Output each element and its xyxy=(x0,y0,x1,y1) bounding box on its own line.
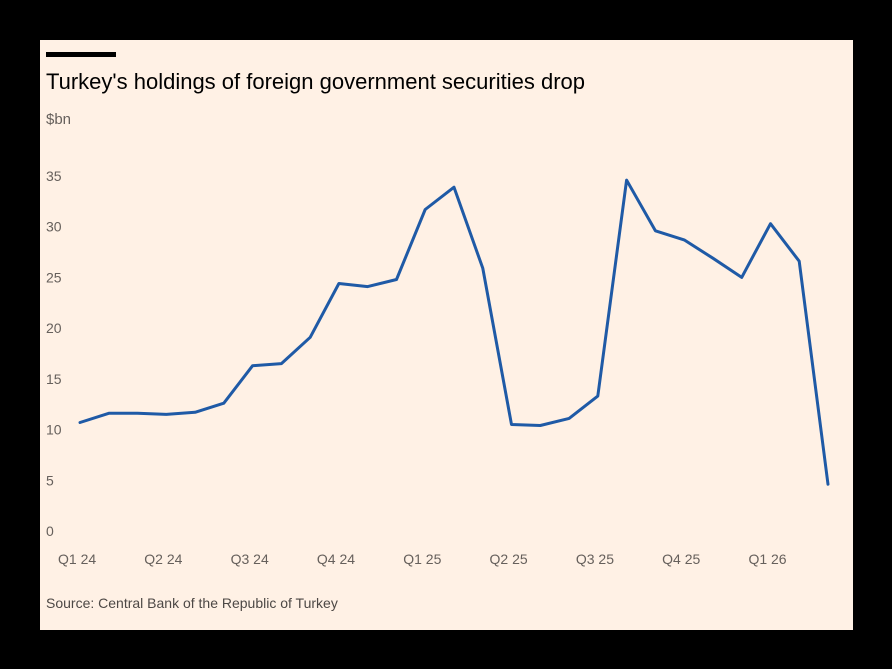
x-tick-label: Q1 24 xyxy=(58,551,96,567)
y-tick-label: 10 xyxy=(46,422,62,438)
x-tick-label: Q2 25 xyxy=(490,551,528,567)
x-tick-label: Q2 24 xyxy=(144,551,182,567)
chart-card: Turkey's holdings of foreign government … xyxy=(40,40,853,630)
series-line-0 xyxy=(78,178,830,486)
x-tick-label: Q4 24 xyxy=(317,551,355,567)
chart-title: Turkey's holdings of foreign government … xyxy=(46,69,585,94)
y-axis-unit-label: $bn xyxy=(46,111,72,128)
y-tick-label: 30 xyxy=(46,219,62,235)
y-axis-ticks: 0 5 10 15 20 25 30 35 xyxy=(46,168,62,539)
y-tick-label: 35 xyxy=(46,168,62,184)
line-chart: 0 5 10 15 20 25 30 35 Q1 24 Q2 24 Q3 24 Q4 24 Q1 25… xyxy=(46,168,830,567)
x-tick-label: Q3 25 xyxy=(576,551,614,567)
header-rule xyxy=(46,52,116,57)
y-tick-label: 15 xyxy=(46,371,62,387)
y-tick-label: 0 xyxy=(46,523,54,539)
x-tick-label: Q4 25 xyxy=(662,551,700,567)
x-tick-label: Q1 26 xyxy=(748,551,786,567)
x-tick-label: Q3 24 xyxy=(231,551,269,567)
source-note: Source: Central Bank of the Republic of … xyxy=(46,595,338,611)
x-axis-ticks: Q1 24 Q2 24 Q3 24 Q4 24 Q1 25 Q2 25 Q3 25 Q4 25… xyxy=(58,551,787,567)
y-tick-label: 25 xyxy=(46,269,62,285)
y-tick-label: 5 xyxy=(46,472,54,488)
series-lines xyxy=(78,178,830,486)
x-tick-label: Q1 25 xyxy=(403,551,441,567)
y-tick-label: 20 xyxy=(46,320,62,336)
